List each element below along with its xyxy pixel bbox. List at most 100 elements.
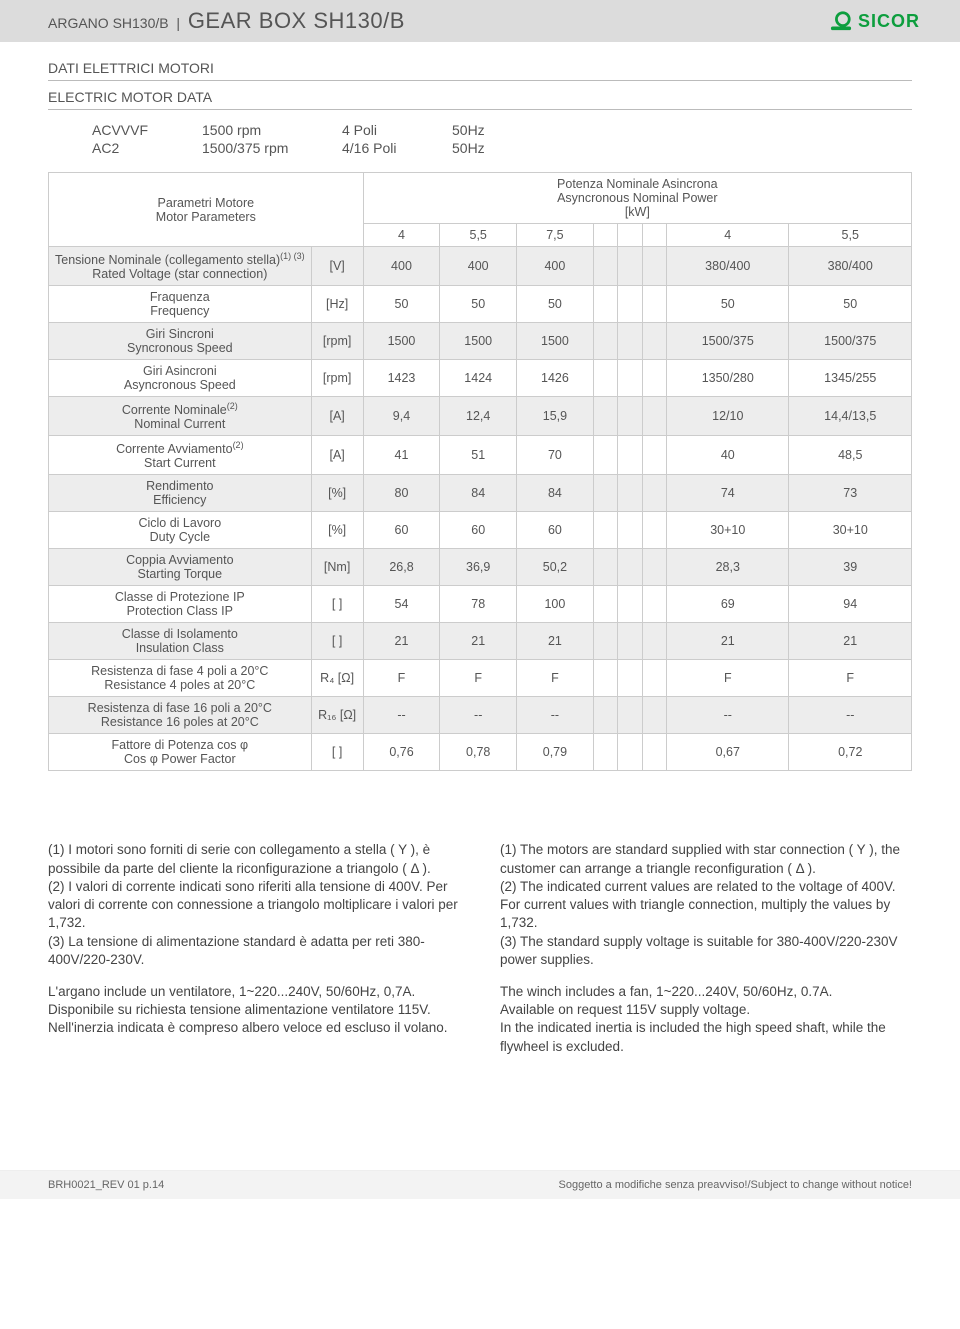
param-cell: Ciclo di LavoroDuty Cycle (49, 512, 312, 549)
param-cell: Giri AsincroniAsyncronous Speed (49, 360, 312, 397)
value-cell (642, 660, 666, 697)
value-cell: 1423 (363, 360, 440, 397)
divider (48, 80, 912, 81)
value-cell (593, 286, 617, 323)
param-cell: Tensione Nominale (collegamento stella)(… (49, 247, 312, 286)
value-cell: 21 (789, 623, 912, 660)
value-cell (618, 360, 642, 397)
value-cell: 28,3 (667, 549, 789, 586)
value-cell (593, 586, 617, 623)
brand-logo: SICOR (830, 10, 920, 32)
value-cell (593, 512, 617, 549)
value-cell: 74 (667, 475, 789, 512)
value-cell: -- (363, 697, 440, 734)
page-title: ARGANO SH130/B | GEAR BOX SH130/B (48, 8, 405, 34)
value-cell: 0,72 (789, 734, 912, 771)
unit-cell: [A] (311, 397, 363, 436)
value-cell (618, 549, 642, 586)
value-cell: -- (667, 697, 789, 734)
value-cell: -- (517, 697, 594, 734)
value-cell (593, 549, 617, 586)
value-cell (618, 397, 642, 436)
value-cell (642, 586, 666, 623)
unit-cell: [V] (311, 247, 363, 286)
unit-cell: [ ] (311, 734, 363, 771)
note-text: (1) I motori sono forniti di serie con c… (48, 841, 460, 969)
spec-cell: 50Hz (452, 140, 552, 156)
value-cell: 41 (363, 436, 440, 475)
power-col-header (593, 224, 617, 247)
param-cell: Classe di IsolamentoInsulation Class (49, 623, 312, 660)
param-cell: Giri SincroniSyncronous Speed (49, 323, 312, 360)
table-row: Tensione Nominale (collegamento stella)(… (49, 247, 912, 286)
value-cell: 400 (440, 247, 517, 286)
value-cell (618, 623, 642, 660)
value-cell: F (363, 660, 440, 697)
table-row: Coppia AvviamentoStarting Torque[Nm]26,8… (49, 549, 912, 586)
power-col-header (618, 224, 642, 247)
value-cell (593, 323, 617, 360)
unit-cell: [rpm] (311, 360, 363, 397)
table-body: Tensione Nominale (collegamento stella)(… (49, 247, 912, 771)
value-cell: 21 (440, 623, 517, 660)
unit-cell: [ ] (311, 623, 363, 660)
sicor-icon (830, 10, 852, 32)
spec-cell: AC2 (92, 140, 202, 156)
spec-grid: ACVVVF 1500 rpm 4 Poli 50Hz AC2 1500/375… (92, 122, 912, 156)
param-header: Parametri Motore Motor Parameters (49, 173, 364, 247)
value-cell: 60 (440, 512, 517, 549)
value-cell: 15,9 (517, 397, 594, 436)
param-cell: Resistenza di fase 16 poli a 20°CResista… (49, 697, 312, 734)
footer-left: BRH0021_REV 01 p.14 (48, 1179, 164, 1191)
unit-cell: [%] (311, 512, 363, 549)
spec-cell: ACVVVF (92, 122, 202, 138)
value-cell (642, 247, 666, 286)
value-cell: 50 (517, 286, 594, 323)
unit-cell: R₄ [Ω] (311, 660, 363, 697)
value-cell: 0,67 (667, 734, 789, 771)
header-bar: ARGANO SH130/B | GEAR BOX SH130/B SICOR (0, 0, 960, 42)
value-cell: 30+10 (667, 512, 789, 549)
value-cell: 40 (667, 436, 789, 475)
power-header: Potenza Nominale Asincrona Asyncronous N… (363, 173, 911, 224)
content: DATI ELETTRICI MOTORI ELECTRIC MOTOR DAT… (0, 42, 960, 1070)
value-cell: 50 (363, 286, 440, 323)
section-title-en: ELECTRIC MOTOR DATA (48, 89, 912, 105)
spec-cell: 50Hz (452, 122, 552, 138)
value-cell (642, 549, 666, 586)
value-cell (642, 734, 666, 771)
value-cell (593, 360, 617, 397)
note-text: (1) The motors are standard supplied wit… (500, 841, 912, 969)
param-cell: FraquenzaFrequency (49, 286, 312, 323)
value-cell: 70 (517, 436, 594, 475)
table-row: Resistenza di fase 4 poli a 20°CResistan… (49, 660, 912, 697)
value-cell (642, 323, 666, 360)
value-cell: -- (789, 697, 912, 734)
value-cell: F (789, 660, 912, 697)
value-cell (618, 323, 642, 360)
value-cell: 73 (789, 475, 912, 512)
value-cell (642, 360, 666, 397)
value-cell (618, 697, 642, 734)
power-col-header (642, 224, 666, 247)
value-cell (642, 475, 666, 512)
value-cell: 1500 (517, 323, 594, 360)
value-cell: 60 (363, 512, 440, 549)
unit-cell: [rpm] (311, 323, 363, 360)
value-cell (618, 247, 642, 286)
value-cell: 14,4/13,5 (789, 397, 912, 436)
value-cell (618, 512, 642, 549)
value-cell: 54 (363, 586, 440, 623)
table-row: Giri SincroniSyncronous Speed[rpm]150015… (49, 323, 912, 360)
value-cell: 1350/280 (667, 360, 789, 397)
notes: (1) I motori sono forniti di serie con c… (48, 841, 912, 1069)
value-cell: 60 (517, 512, 594, 549)
spec-cell: 1500/375 rpm (202, 140, 342, 156)
value-cell (642, 397, 666, 436)
value-cell (593, 623, 617, 660)
value-cell (593, 436, 617, 475)
value-cell: 0,79 (517, 734, 594, 771)
value-cell: 50 (440, 286, 517, 323)
footer: BRH0021_REV 01 p.14 Soggetto a modifiche… (0, 1170, 960, 1199)
param-cell: Resistenza di fase 4 poli a 20°CResistan… (49, 660, 312, 697)
